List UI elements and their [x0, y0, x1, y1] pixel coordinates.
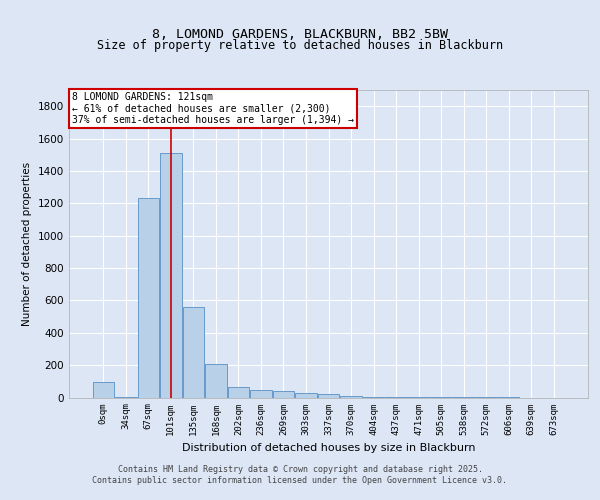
Bar — [160, 153, 182, 398]
Text: Contains public sector information licensed under the Open Government Licence v3: Contains public sector information licen… — [92, 476, 508, 485]
Bar — [228, 387, 249, 398]
X-axis label: Distribution of detached houses by size in Blackburn: Distribution of detached houses by size … — [182, 443, 475, 453]
Bar — [363, 396, 384, 398]
Bar — [340, 396, 362, 398]
Bar — [318, 394, 339, 398]
Text: Size of property relative to detached houses in Blackburn: Size of property relative to detached ho… — [97, 39, 503, 52]
Bar — [137, 198, 159, 398]
Text: 8, LOMOND GARDENS, BLACKBURN, BB2 5BW: 8, LOMOND GARDENS, BLACKBURN, BB2 5BW — [152, 28, 448, 40]
Bar — [295, 393, 317, 398]
Bar — [273, 392, 294, 398]
Text: 8 LOMOND GARDENS: 121sqm
← 61% of detached houses are smaller (2,300)
37% of sem: 8 LOMOND GARDENS: 121sqm ← 61% of detach… — [71, 92, 353, 124]
Bar — [92, 382, 114, 398]
Y-axis label: Number of detached properties: Number of detached properties — [22, 162, 32, 326]
Bar — [250, 390, 272, 398]
Text: Contains HM Land Registry data © Crown copyright and database right 2025.: Contains HM Land Registry data © Crown c… — [118, 465, 482, 474]
Bar — [115, 396, 137, 398]
Bar — [182, 307, 204, 398]
Bar — [205, 364, 227, 398]
